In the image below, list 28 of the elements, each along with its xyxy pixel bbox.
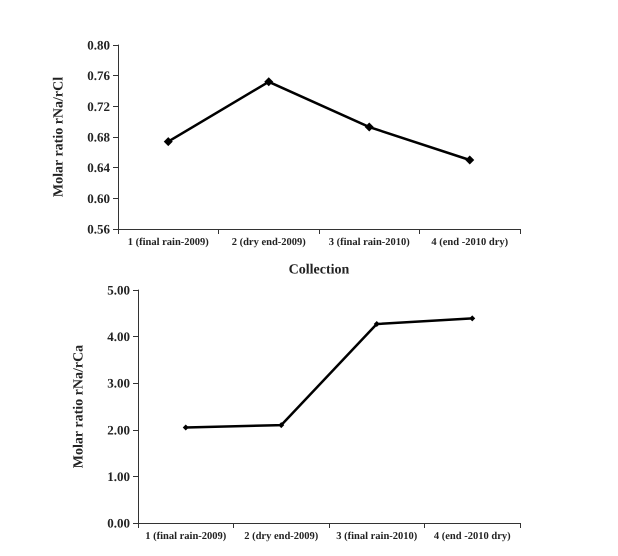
y-tick-label: 0.56 [87, 222, 110, 236]
y-tick-label: 0.00 [107, 516, 130, 530]
y-tick-label: 0.76 [87, 68, 110, 84]
point [465, 156, 474, 164]
y-axis-title: Molar ratio rNa/rCl [52, 76, 66, 198]
y-tick-label: 1.00 [107, 468, 130, 484]
x-tick-label: 1 (final rain-2009) [128, 237, 210, 248]
x-tick-label: 2 (dry end-2009) [232, 237, 306, 248]
x-axis-title: Collection [288, 262, 350, 278]
x-tick-label: 3 (final rain-2010) [328, 237, 410, 248]
x-tick-label: 2 (dry end-2009) [244, 531, 319, 542]
y-tick-label: 0.64 [87, 160, 110, 176]
x-tick-label: 1 (final rain-2009) [145, 531, 227, 542]
x-tick-label: 4 (end -2010 dry) [434, 531, 512, 542]
x-tick-label: 3 (final rain-2010) [336, 531, 418, 542]
y-tick-label: 5.00 [107, 282, 130, 298]
y-tick-label: 4.00 [107, 329, 130, 344]
y-tick-label: 0.80 [87, 38, 110, 52]
point [164, 137, 173, 146]
y-tick-label: 0.72 [87, 98, 110, 114]
y-tick-label: 0.60 [87, 190, 110, 206]
point [264, 77, 274, 86]
y-tick-label: 2.00 [107, 422, 130, 438]
y-axis-title: Molar ratio rNa/rCa [72, 344, 86, 468]
y-tick-label: 0.68 [87, 130, 110, 144]
x-tick-label: 4 (end -2010 dry) [431, 237, 509, 248]
point [364, 122, 374, 132]
y-tick-label: 3.00 [107, 376, 130, 391]
